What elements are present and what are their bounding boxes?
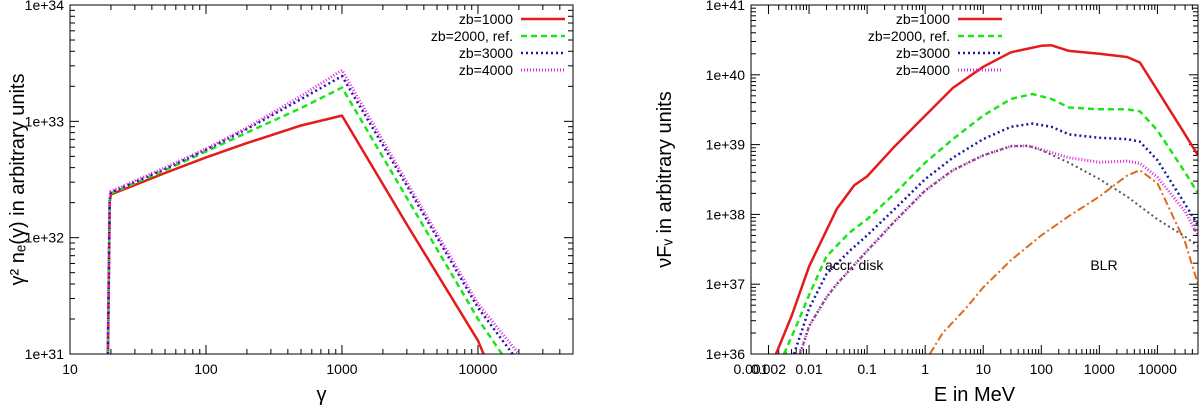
component-line xyxy=(799,144,1198,354)
y-tick-label: 1e+41 xyxy=(706,0,746,13)
plot-frame xyxy=(750,4,1199,355)
legend-label: zb=3000 xyxy=(459,45,513,61)
series-line xyxy=(792,122,1198,354)
x-axis-label: E in MeV xyxy=(934,384,1016,406)
legend-label: zb=3000 xyxy=(896,45,950,61)
x-tick-label: 0.1 xyxy=(857,361,877,377)
component-line xyxy=(928,169,1198,354)
y-tick-label: 1e+32 xyxy=(25,230,65,246)
legend-label: zb=4000 xyxy=(896,62,950,78)
legend-label: zb=2000, ref. xyxy=(431,28,513,44)
x-axis-label: γ xyxy=(317,384,327,406)
y-tick-label: 1e+37 xyxy=(706,276,746,292)
y-tick-label: 1e+36 xyxy=(706,346,746,362)
x-tick-label: 100 xyxy=(1030,361,1054,377)
minor-ticks xyxy=(70,5,573,354)
legend-label: zb=2000, ref. xyxy=(868,28,950,44)
y-tick-label: 1e+31 xyxy=(25,346,65,362)
y-tick-label: 1e+40 xyxy=(706,67,746,83)
series-line xyxy=(782,92,1198,354)
x-tick-label: 0.001 xyxy=(733,361,768,377)
y-tick-label: 1e+33 xyxy=(25,113,65,129)
series-line xyxy=(106,74,514,354)
series-line xyxy=(798,144,1198,354)
legend-label: zb=4000 xyxy=(459,62,513,78)
series-group xyxy=(106,68,521,354)
x-tick-label: 10000 xyxy=(458,361,497,377)
x-tick-label: 10 xyxy=(62,361,78,377)
series-line xyxy=(774,44,1198,354)
series-group xyxy=(774,44,1198,354)
x-tick-label: 100 xyxy=(194,361,218,377)
plot-frame xyxy=(69,4,574,355)
x-tick-label: 1000 xyxy=(326,361,357,377)
annotation-label: accr. disk xyxy=(825,257,884,273)
series-line xyxy=(106,86,503,354)
x-tick-label: 10000 xyxy=(1138,361,1177,377)
y-tick-label: 1e+34 xyxy=(25,0,65,13)
annotation-label: BLR xyxy=(1090,257,1117,273)
x-tick-label: 0.01 xyxy=(795,361,822,377)
x-tick-label: 1000 xyxy=(1084,361,1115,377)
y-axis-label: γ² nₑ(γ) in arbitrary units xyxy=(7,74,29,286)
y-tick-label: 1e+39 xyxy=(706,137,746,153)
y-tick-label: 1e+38 xyxy=(706,206,746,222)
y-axis-label: νFᵥ in arbitrary units xyxy=(654,91,676,267)
x-tick-label: 10 xyxy=(975,361,991,377)
legend-label: zb=1000 xyxy=(459,11,513,27)
x-tick-label: 1 xyxy=(921,361,929,377)
series-line xyxy=(106,68,521,354)
x-tick-label: 0.002 xyxy=(751,361,786,377)
chart-electron-spectrum: 10 100 1000 10000 1e+31 1e+32 1e+33 1e+34 zb=100… xyxy=(7,0,574,406)
legend-label: zb=1000 xyxy=(896,11,950,27)
